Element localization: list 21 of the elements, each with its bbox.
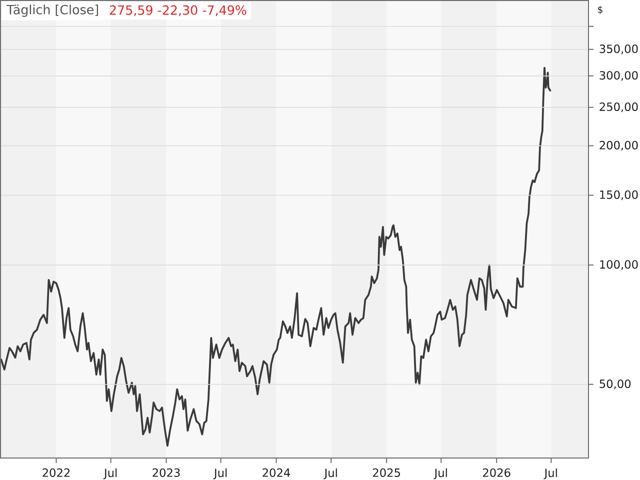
y-tick-label: 250,00 — [600, 102, 638, 112]
y-tick-label: 100,00 — [600, 260, 638, 270]
y-tick-label: 350,00 — [600, 44, 638, 54]
x-tick-label: Jul — [213, 468, 227, 480]
x-tick-label: 2026 — [482, 468, 510, 477]
x-tick-label: 2022 — [42, 468, 70, 477]
y-tick-label: 200,00 — [600, 140, 638, 151]
x-tick-label: Jul — [103, 468, 117, 480]
chart-title: Täglich [Close] — [6, 4, 98, 17]
x-tick-label: 2023 — [152, 468, 180, 477]
y-tick-label: 300,00 — [600, 71, 638, 81]
x-tick-label: Jul — [544, 468, 557, 480]
y-tick-label: 50,00 — [600, 380, 631, 390]
x-tick-label: Jul — [434, 468, 447, 480]
line-series — [0, 66, 552, 447]
y-axis-title: $ — [598, 6, 602, 14]
x-tick-label: 2025 — [372, 468, 400, 477]
chart-subtitle: 275,59 -22,30 -7,49% — [110, 5, 246, 16]
x-tick-label: Jul — [324, 468, 337, 480]
y-tick-label: 150,00 — [600, 190, 638, 200]
x-tick-label: 2024 — [262, 468, 290, 477]
